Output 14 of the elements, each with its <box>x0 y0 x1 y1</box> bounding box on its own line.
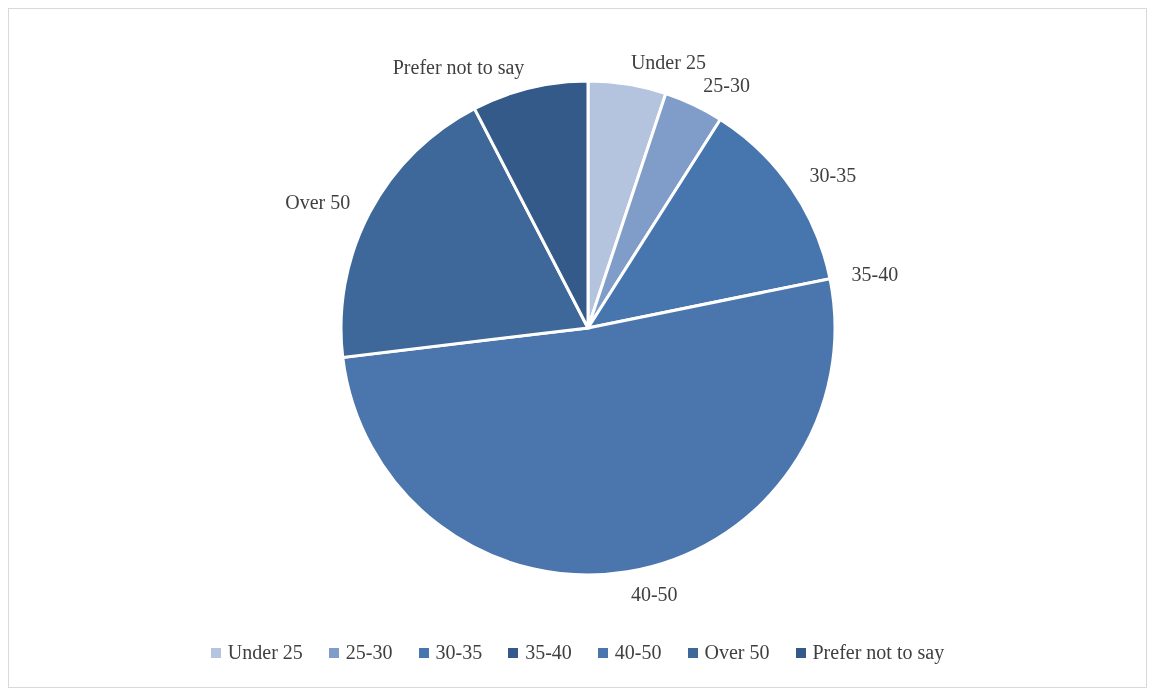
legend-label: Over 50 <box>704 641 770 664</box>
category-label: 35-40 <box>851 263 899 286</box>
legend-label: Prefer not to say <box>812 641 945 664</box>
slice-label: Over 50 <box>285 191 351 214</box>
slice-label: 30-35 <box>809 164 857 187</box>
slice-label: 25-30 <box>703 73 750 96</box>
legend-label: 35-40 <box>525 641 572 664</box>
slice-label: 40-50 <box>630 582 678 605</box>
legend-label: 25-30 <box>345 641 393 664</box>
slice-label: Under 25 <box>630 51 706 74</box>
legend-label: Under 25 <box>227 641 303 664</box>
legend-label: 40-50 <box>614 641 662 664</box>
slice-label: Prefer not to say <box>392 55 525 79</box>
legend-label: 30-35 <box>435 641 483 664</box>
